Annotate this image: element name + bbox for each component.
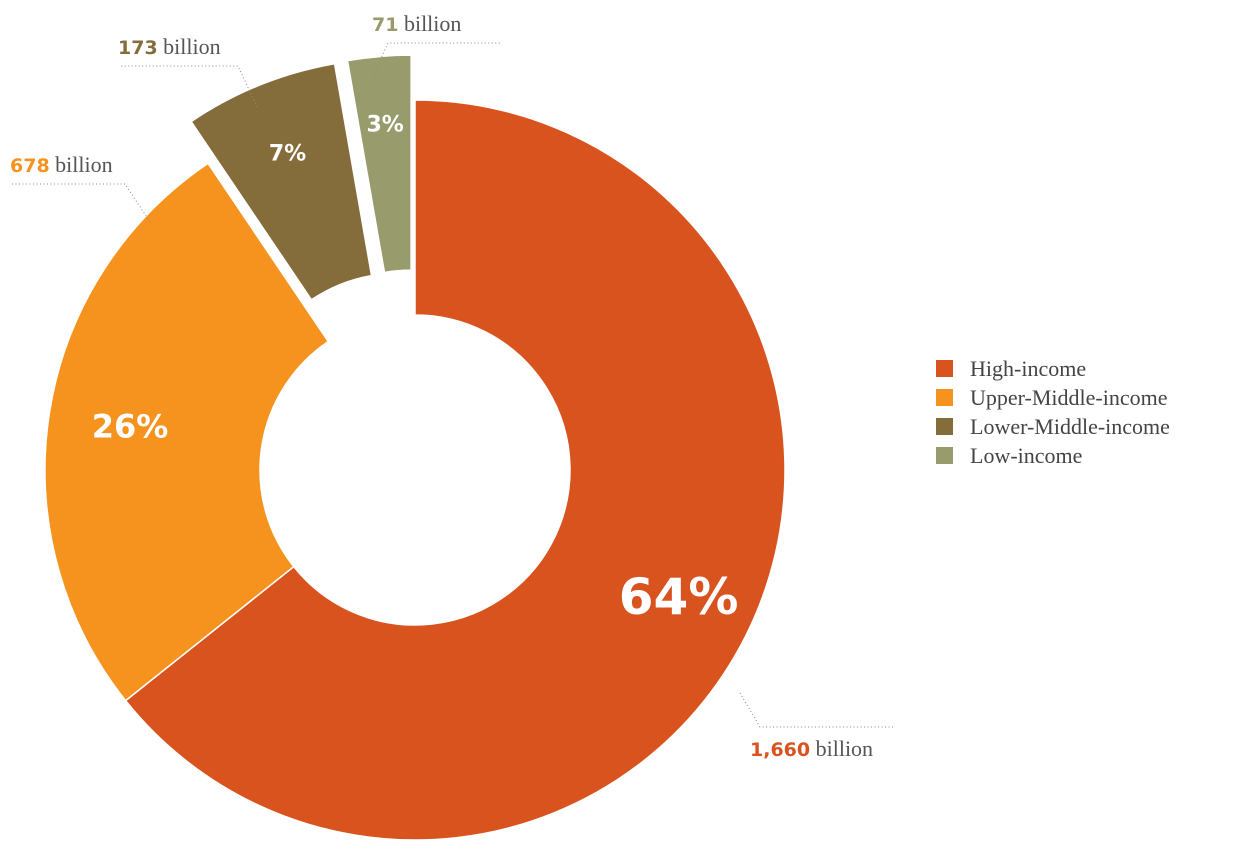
- slice-lower-middle-income: [190, 62, 373, 301]
- value-unit: billion: [158, 34, 221, 59]
- legend-swatch: [936, 447, 953, 464]
- percent-label-lower-middle-income: 7%: [269, 141, 306, 166]
- leader-line-upper-middle-income: [10, 183, 151, 223]
- legend-item-lower-middle-income: Lower-Middle-income: [936, 412, 1170, 441]
- value-label-upper-middle-income: 678 billion: [10, 152, 113, 177]
- value-number: 1,660: [750, 739, 810, 761]
- legend-item-high-income: High-income: [936, 354, 1170, 383]
- value-label-high-income: 1,660 billion: [750, 736, 873, 761]
- percent-label-upper-middle-income: 26%: [92, 407, 169, 445]
- value-unit: billion: [810, 736, 873, 761]
- slice-upper-middle-income: [44, 162, 330, 702]
- legend-swatch: [936, 389, 953, 406]
- value-number: 173: [118, 37, 158, 59]
- legend: High-income Upper-Middle-income Lower-Midd…: [936, 354, 1170, 470]
- legend-label: Lower-Middle-income: [970, 413, 1170, 439]
- value-number: 71: [372, 14, 398, 36]
- value-label-low-income: 71 billion: [372, 11, 461, 36]
- legend-swatch: [936, 360, 953, 377]
- value-label-lower-middle-income: 173 billion: [118, 34, 221, 59]
- value-unit: billion: [398, 11, 461, 36]
- legend-label: High-income: [970, 355, 1087, 381]
- legend-item-low-income: Low-income: [936, 441, 1170, 470]
- legend-label: Low-income: [970, 442, 1083, 468]
- legend-item-upper-middle-income: Upper-Middle-income: [936, 383, 1170, 412]
- slice-high-income: [124, 99, 786, 841]
- value-number: 678: [10, 155, 50, 177]
- legend-label: Upper-Middle-income: [970, 384, 1168, 410]
- leader-line-high-income: [739, 692, 895, 728]
- percent-label-high-income: 64%: [619, 568, 739, 626]
- value-unit: billion: [50, 152, 113, 177]
- legend-swatch: [936, 418, 953, 435]
- chart-labels: 64% 1,660 billion 26% 678 billion 7% 173 bill…: [10, 11, 895, 761]
- chart-slices: [44, 54, 786, 841]
- slice-low-income: [346, 54, 412, 274]
- percent-label-low-income: 3%: [366, 113, 403, 138]
